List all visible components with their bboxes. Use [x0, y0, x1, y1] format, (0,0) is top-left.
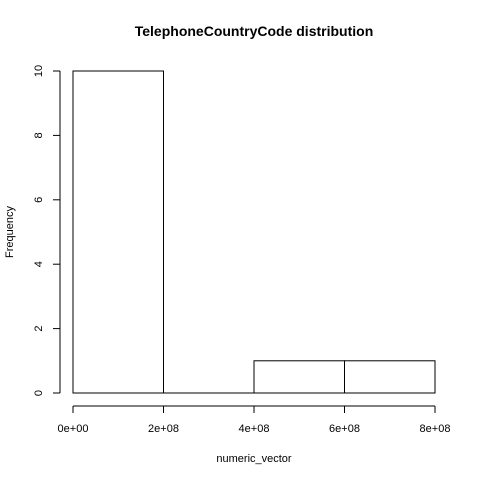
y-tick-label-5: 10	[33, 65, 45, 77]
histogram-bar-2	[253, 360, 345, 394]
x-axis-label: numeric_vector	[216, 453, 292, 465]
y-axis-label: Frequency	[4, 206, 16, 258]
y-tick-label-3: 6	[33, 197, 45, 203]
bars-group	[72, 70, 436, 394]
y-axis: 0 2 4 6 8 10	[33, 65, 61, 396]
x-tick-label-0: 0e+00	[58, 423, 89, 435]
x-axis: 0e+00 2e+08 4e+08 6e+08 8e+08	[58, 405, 451, 435]
y-tick-label-4: 8	[33, 132, 45, 138]
x-tick-label-1: 2e+08	[148, 423, 179, 435]
x-tick-label-2: 4e+08	[239, 423, 270, 435]
histogram-bar-3	[344, 360, 436, 394]
x-tick-label-4: 8e+08	[420, 423, 451, 435]
chart-title: TelephoneCountryCode distribution	[135, 23, 374, 39]
histogram-bar-0	[72, 70, 164, 394]
x-tick-label-3: 6e+08	[329, 423, 360, 435]
y-tick-label-1: 2	[33, 326, 45, 332]
y-tick-label-2: 4	[33, 261, 45, 267]
y-tick-label-0: 0	[33, 390, 45, 396]
